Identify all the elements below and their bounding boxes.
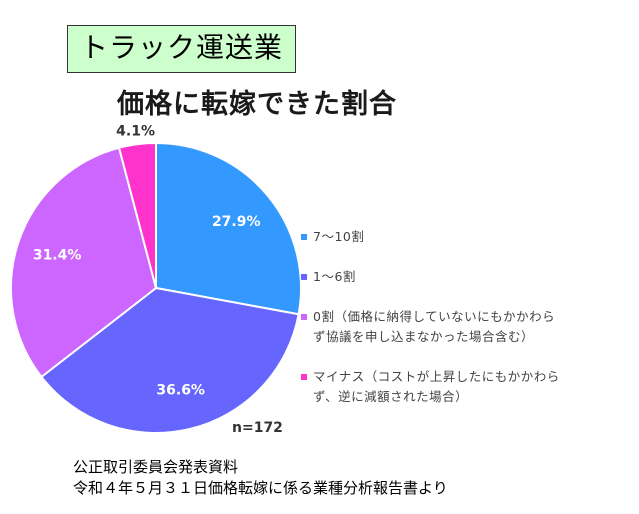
sample-size: n=172 [232, 420, 283, 436]
pie-slice [117, 141, 157, 289]
legend: 7～10割 1～6割 0割（価格に納得していないにもかかわら ず協議を申し込まな… [301, 227, 631, 427]
legend-swatch [301, 274, 307, 280]
slice-value-label: 4.1% [116, 123, 155, 139]
legend-label: 1～6割 [313, 269, 356, 284]
legend-label-line1: 0割（価格に納得していないにもかかわら [313, 309, 556, 324]
source-line1: 公正取引委員会発表資料 [73, 458, 239, 476]
slice-value-label: 27.9% [212, 214, 261, 230]
pie-slice [10, 146, 158, 379]
legend-item-7-10: 7～10割 [301, 227, 631, 247]
legend-item-0: 0割（価格に納得していないにもかかわら ず協議を申し込まなかった場合含む） [301, 307, 631, 347]
source-note: 公正取引委員会発表資料 令和４年５月３１日価格転嫁に係る業種分析報告書より [73, 457, 448, 499]
legend-item-1-6: 1～6割 [301, 267, 631, 287]
chart-title: 価格に転嫁できた割合 [117, 89, 397, 120]
industry-badge: トラック運送業 [67, 25, 296, 73]
legend-swatch [301, 234, 307, 240]
legend-label: 7～10割 [313, 229, 365, 244]
legend-label-line2: ず協議を申し込まなかった場合含む） [313, 329, 535, 344]
legend-label-line1: マイナス（コストが上昇したにもかかわら [313, 369, 560, 384]
slice-value-label: 36.6% [156, 382, 205, 398]
legend-swatch [301, 314, 307, 320]
slice-value-label: 31.4% [33, 247, 82, 263]
source-line2: 令和４年５月３１日価格転嫁に係る業種分析報告書より [73, 479, 448, 497]
legend-swatch [301, 374, 307, 380]
pie-slice [40, 286, 300, 434]
legend-item-minus: マイナス（コストが上昇したにもかかわら ず、逆に減額された場合） [301, 367, 631, 407]
legend-label-line2: ず、逆に減額された場合） [313, 389, 469, 404]
pie-slice [155, 141, 302, 316]
